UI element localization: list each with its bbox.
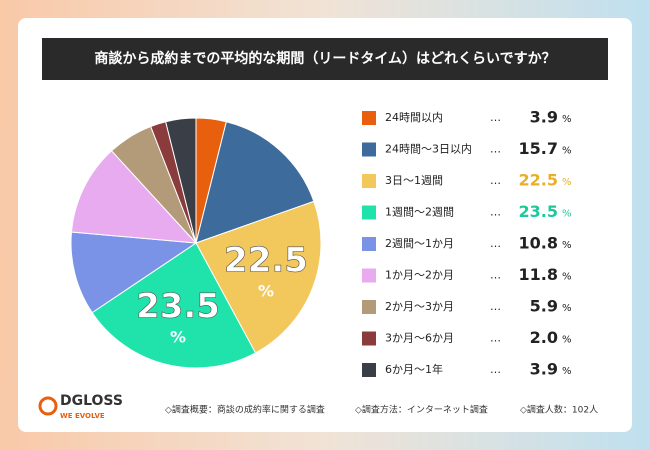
legend-label: 2週間〜1か月 [385, 237, 454, 250]
legend-swatch [362, 111, 376, 125]
legend-swatch [362, 363, 376, 377]
legend-label: 1か月〜2か月 [385, 269, 454, 282]
legend-leader: … [490, 300, 501, 313]
pie-slice [195, 121, 315, 244]
logo-tagline: WE EVOLVE [60, 412, 105, 420]
value-label: 23.5 [519, 202, 558, 221]
pie-slice [70, 231, 198, 314]
legend-leader: … [490, 237, 501, 250]
legend-label: 6か月〜1年 [385, 362, 443, 376]
legend-leader: … [490, 206, 501, 219]
footer-note: ◇調査人数：102人 [520, 404, 598, 416]
legend-label: 24時間〜3日以内 [385, 142, 472, 156]
footer-note: ◇調査方法：インターネット調査 [355, 404, 488, 416]
pie-unit-label: % [170, 327, 186, 346]
legend-swatch [362, 300, 376, 314]
legend-label: 3か月〜6か月 [385, 332, 454, 345]
pie-value-label: 23.5 [136, 286, 220, 326]
legend-leader: … [490, 269, 501, 282]
value-unit: % [562, 272, 572, 283]
legend-label: 3日〜1週間 [385, 174, 443, 187]
chart-title: 商談から成約までの平均的な期間（リードタイム）はどれくらいですか？ [94, 50, 555, 67]
pie-value-label: 22.5 [224, 240, 308, 280]
legend-swatch [362, 331, 376, 346]
value-unit: % [562, 335, 572, 346]
value-unit: % [562, 114, 572, 125]
value-unit: % [562, 177, 572, 188]
value-unit: % [562, 303, 572, 314]
pie-unit-label: % [258, 281, 274, 300]
value-unit: % [562, 209, 572, 220]
legend-leader: … [490, 332, 501, 345]
footer-note: ◇調査概要：商談の成約率に関する調査 [165, 404, 325, 416]
legend-swatch [362, 237, 376, 251]
pie-slice [165, 117, 197, 244]
legend-leader: … [490, 143, 501, 156]
legend-swatch [362, 268, 376, 283]
legend-swatch [362, 142, 376, 157]
value-label: 2.0 [530, 328, 558, 347]
value-label: 15.7 [519, 139, 558, 158]
value-label: 11.8 [519, 265, 558, 284]
legend-leader: … [490, 174, 501, 187]
legend-label: 1週間〜2週間 [385, 206, 454, 219]
value-label: 3.9 [530, 360, 558, 379]
pie-slice [195, 200, 322, 354]
title-bar [42, 38, 608, 80]
legend-leader: … [490, 363, 501, 376]
pie-slice [70, 150, 198, 244]
value-unit: % [562, 366, 572, 377]
legend-swatch [362, 205, 376, 220]
logo-mark [38, 396, 58, 416]
logo: DGLOSS WE EVOLVE [38, 393, 123, 420]
value-label: 3.9 [530, 108, 558, 127]
legend-label: 2か月〜3か月 [385, 300, 454, 313]
pie-slice [91, 242, 257, 369]
legend-leader: … [490, 111, 501, 124]
value-label: 5.9 [530, 297, 558, 316]
legend-label: 24時間以内 [385, 110, 443, 124]
value-unit: % [562, 146, 572, 157]
value-unit: % [562, 240, 572, 251]
logo-text: DGLOSS [60, 393, 123, 409]
legend-swatch [362, 174, 376, 188]
value-label: 10.8 [519, 234, 558, 253]
value-label: 22.5 [519, 171, 558, 190]
